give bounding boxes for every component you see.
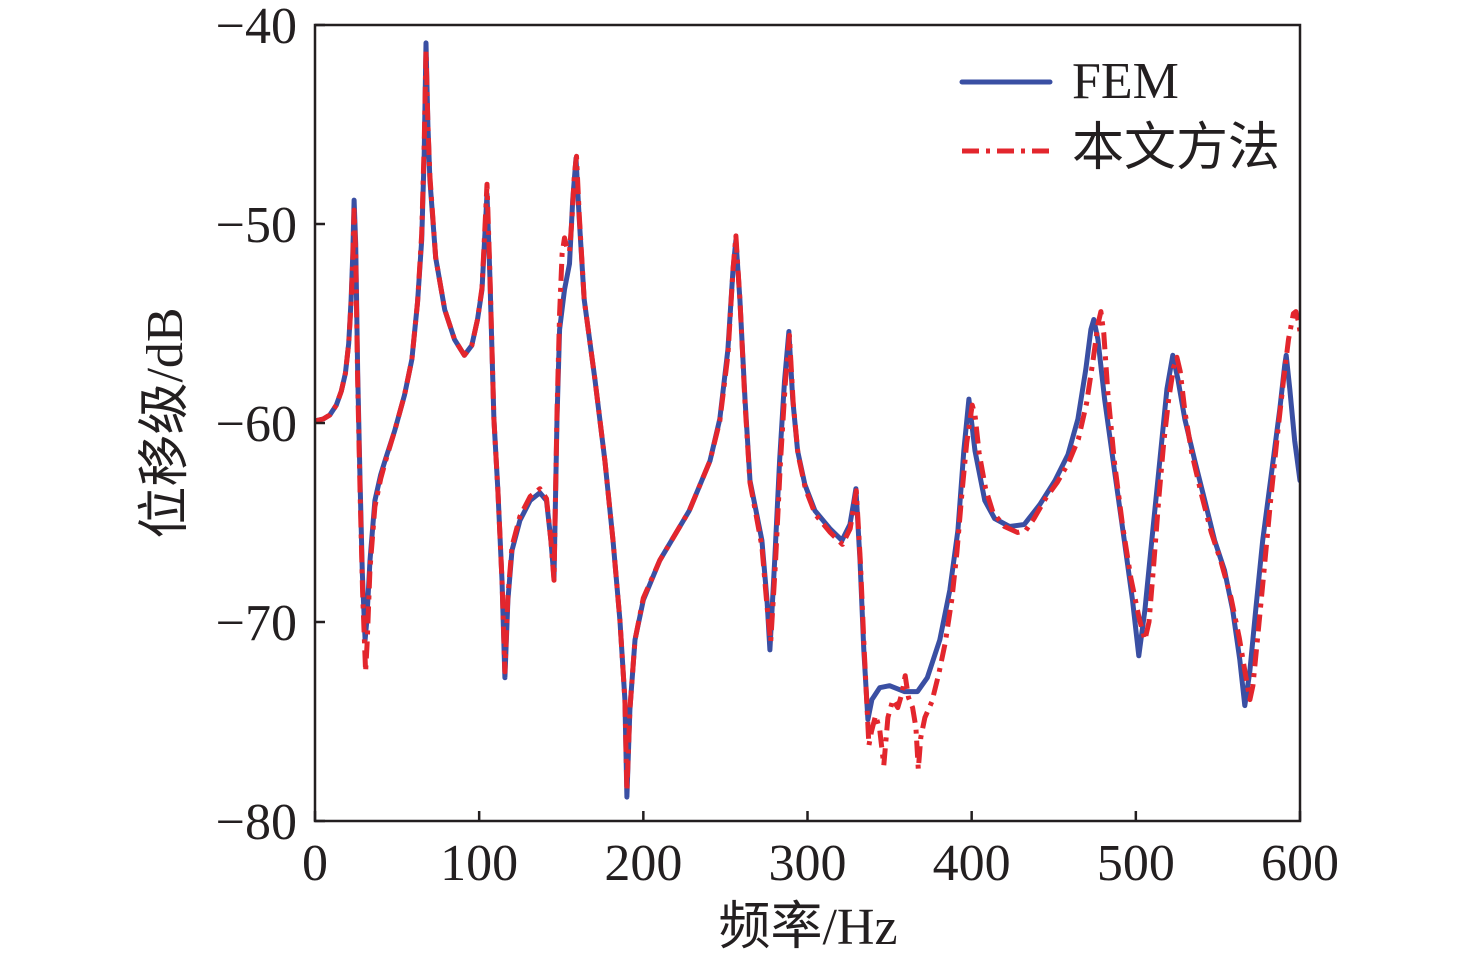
x-tick-label: 600: [1261, 835, 1339, 892]
axis-ticks: [313, 23, 1302, 823]
x-tick-label: 500: [1097, 835, 1175, 892]
y-tick-label: −80: [216, 794, 297, 851]
y-tick-label: −60: [216, 396, 297, 453]
x-tick-label: 0: [302, 835, 328, 892]
legend: FEM 本文方法: [959, 53, 1280, 177]
x-tick-label: 200: [604, 835, 682, 892]
x-tick-label: 100: [440, 835, 518, 892]
y-tick-label: −40: [216, 0, 297, 55]
x-tick-label: 300: [769, 835, 847, 892]
series-layer: [315, 40, 1300, 800]
x-axis-title: 频率/Hz: [718, 899, 897, 956]
proposed-method-series-line: [315, 48, 1300, 794]
fem-series-line: [315, 40, 1300, 800]
legend-proposed-method-label: 本文方法: [1072, 120, 1280, 177]
x-tick-label: 400: [933, 835, 1011, 892]
axis-tick-labels: 0 100 200 300 400 500 600 −40 −50 −60 −70 −80: [216, 0, 1339, 892]
legend-fem-label: FEM: [1072, 53, 1179, 110]
y-tick-label: −50: [216, 197, 297, 254]
y-axis-title: 位移级/dB: [137, 307, 194, 538]
y-tick-label: −70: [216, 595, 297, 652]
